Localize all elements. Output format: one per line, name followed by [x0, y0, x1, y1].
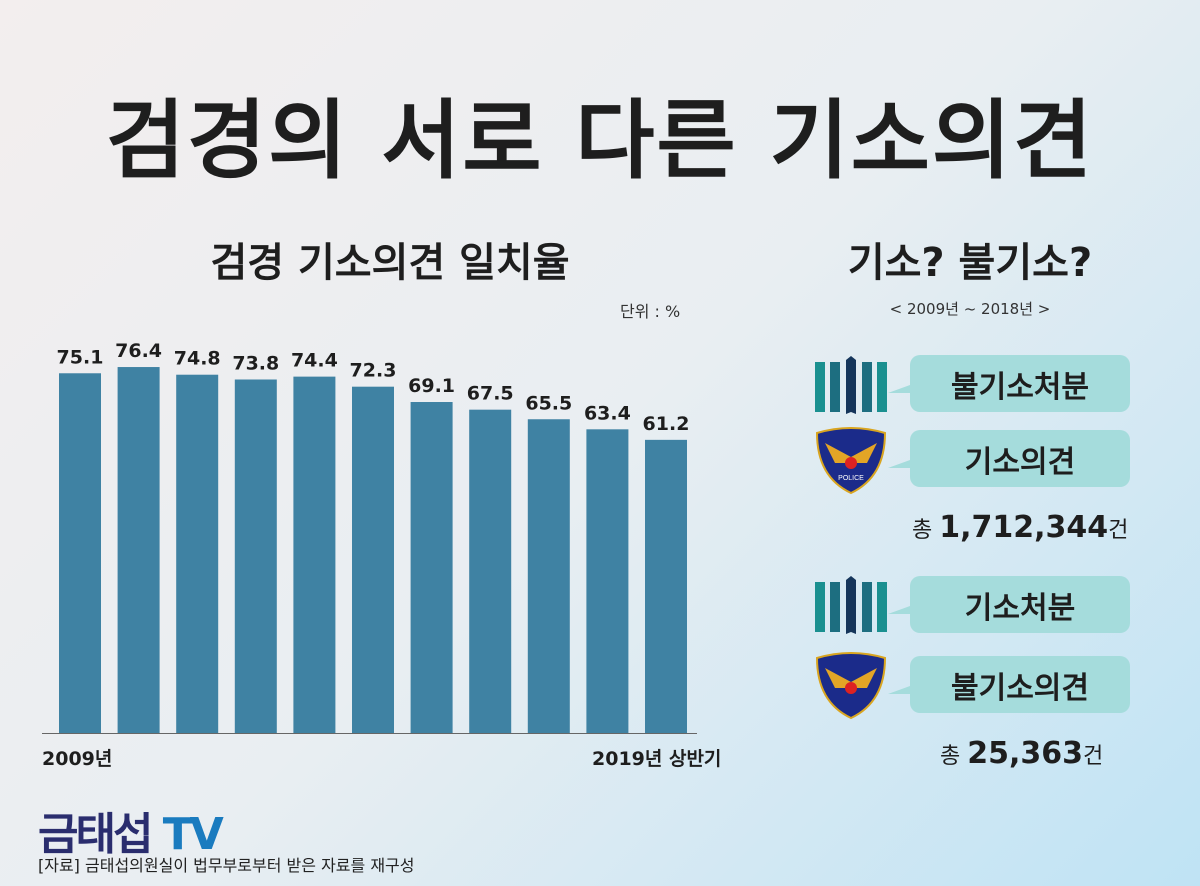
source-note: [자료] 금태섭의원실이 법무부로부터 받은 자료를 재구성 [38, 856, 415, 875]
bar-2013년 [293, 376, 336, 733]
bar-2012년 [234, 379, 277, 733]
bar-2017년 [527, 419, 570, 733]
bar-2010년 [117, 367, 160, 733]
data-label: 73.8 [232, 352, 279, 374]
prosecution-emblem-icon [815, 356, 887, 414]
total-2: 총 25,363건 [940, 736, 1104, 771]
police-badge-icon [815, 652, 887, 720]
bar-chart: 75.1 76.4 74.8 73.8 74.4 72.3 69.1 67.5 65.5 63.4… [57, 340, 690, 733]
data-label: 69.1 [408, 375, 455, 397]
x-label-last: 2019년 상반기 [592, 748, 722, 770]
x-axis [42, 733, 697, 734]
police-badge-text: POLICE [838, 475, 864, 482]
bubble-police-1: 기소의견 [888, 430, 1130, 487]
bar-2019년 상반기 [645, 439, 687, 733]
chart-title: 검경 기소의견 일치율 [210, 240, 570, 286]
data-label: 67.5 [467, 383, 514, 405]
bubble-prosecution-2: 기소처분 [888, 576, 1130, 633]
data-label: 63.4 [584, 402, 631, 424]
unit-label: 단위 : % [620, 302, 681, 321]
bubble-prosecution-1: 불기소처분 [888, 355, 1130, 412]
period-label: < 2009년 ~ 2018년 > [889, 300, 1051, 318]
data-label: 61.2 [643, 413, 690, 435]
prosecution-emblem-icon [815, 576, 887, 634]
bar-2014년 [352, 386, 394, 733]
page-title: 검경의 서로 다른 기소의견 [105, 91, 1095, 191]
data-label: 72.3 [350, 360, 397, 382]
bar-2009년 [59, 373, 101, 733]
bar-2015년 [410, 402, 453, 733]
bar-2011년 [176, 374, 219, 733]
bubble-police-2: 불기소의견 [888, 656, 1130, 713]
data-label: 75.1 [57, 346, 104, 368]
total-1: 총 1,712,344건 [912, 510, 1129, 545]
data-label: 74.8 [174, 348, 221, 370]
bar-2018년 [586, 429, 629, 733]
data-label: 74.4 [291, 350, 338, 372]
police-badge-icon: POLICE [815, 427, 887, 495]
x-label-first: 2009년 [42, 748, 113, 770]
data-label: 76.4 [115, 340, 162, 362]
right-title: 기소? 불기소? [847, 240, 1093, 286]
bar-2016년 [469, 409, 512, 733]
data-label: 65.5 [525, 392, 572, 414]
logo: 금태섭 TV [38, 809, 224, 860]
